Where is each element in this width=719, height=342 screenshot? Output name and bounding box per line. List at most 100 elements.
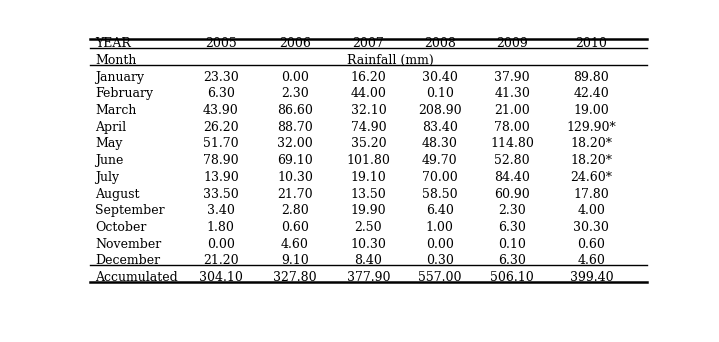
Text: 30.40: 30.40 <box>422 70 458 83</box>
Text: 2007: 2007 <box>352 37 385 50</box>
Text: 33.50: 33.50 <box>203 188 239 201</box>
Text: 2006: 2006 <box>279 37 311 50</box>
Text: 2.30: 2.30 <box>498 204 526 217</box>
Text: 506.10: 506.10 <box>490 271 534 284</box>
Text: 78.00: 78.00 <box>495 121 530 134</box>
Text: Accumulated: Accumulated <box>96 271 178 284</box>
Text: 58.50: 58.50 <box>422 188 457 201</box>
Text: 13.90: 13.90 <box>203 171 239 184</box>
Text: 26.20: 26.20 <box>203 121 239 134</box>
Text: 2.80: 2.80 <box>281 204 308 217</box>
Text: 4.60: 4.60 <box>281 238 309 251</box>
Text: 52.80: 52.80 <box>495 154 530 167</box>
Text: 32.10: 32.10 <box>351 104 386 117</box>
Text: 4.00: 4.00 <box>577 204 605 217</box>
Text: November: November <box>96 238 162 251</box>
Text: 3.40: 3.40 <box>207 204 235 217</box>
Text: May: May <box>96 137 123 150</box>
Text: 24.60*: 24.60* <box>570 171 613 184</box>
Text: 44.00: 44.00 <box>351 87 386 100</box>
Text: 1.80: 1.80 <box>207 221 235 234</box>
Text: 78.90: 78.90 <box>203 154 239 167</box>
Text: 9.10: 9.10 <box>281 254 308 267</box>
Text: 2010: 2010 <box>575 37 608 50</box>
Text: 16.20: 16.20 <box>351 70 386 83</box>
Text: 0.60: 0.60 <box>577 238 605 251</box>
Text: 0.00: 0.00 <box>281 70 309 83</box>
Text: 42.40: 42.40 <box>574 87 609 100</box>
Text: 399.40: 399.40 <box>569 271 613 284</box>
Text: 41.30: 41.30 <box>495 87 530 100</box>
Text: 89.80: 89.80 <box>574 70 609 83</box>
Text: 101.80: 101.80 <box>347 154 390 167</box>
Text: 21.00: 21.00 <box>495 104 530 117</box>
Text: 48.30: 48.30 <box>422 137 458 150</box>
Text: August: August <box>96 188 140 201</box>
Text: 19.10: 19.10 <box>351 171 386 184</box>
Text: 557.00: 557.00 <box>418 271 462 284</box>
Text: 60.90: 60.90 <box>495 188 530 201</box>
Text: 4.60: 4.60 <box>577 254 605 267</box>
Text: 74.90: 74.90 <box>351 121 386 134</box>
Text: 6.40: 6.40 <box>426 204 454 217</box>
Text: December: December <box>96 254 160 267</box>
Text: 6.30: 6.30 <box>498 254 526 267</box>
Text: 2009: 2009 <box>496 37 528 50</box>
Text: 18.20*: 18.20* <box>570 154 613 167</box>
Text: 0.30: 0.30 <box>426 254 454 267</box>
Text: 37.90: 37.90 <box>495 70 530 83</box>
Text: 2008: 2008 <box>424 37 456 50</box>
Text: September: September <box>96 204 165 217</box>
Text: 0.60: 0.60 <box>281 221 309 234</box>
Text: April: April <box>96 121 127 134</box>
Text: 13.50: 13.50 <box>351 188 386 201</box>
Text: 10.30: 10.30 <box>351 238 386 251</box>
Text: 8.40: 8.40 <box>354 254 383 267</box>
Text: 70.00: 70.00 <box>422 171 458 184</box>
Text: 32.00: 32.00 <box>277 137 313 150</box>
Text: January: January <box>96 70 145 83</box>
Text: 2005: 2005 <box>205 37 237 50</box>
Text: 21.20: 21.20 <box>203 254 239 267</box>
Text: March: March <box>96 104 137 117</box>
Text: 0.00: 0.00 <box>426 238 454 251</box>
Text: 88.70: 88.70 <box>277 121 313 134</box>
Text: 18.20*: 18.20* <box>570 137 613 150</box>
Text: 43.90: 43.90 <box>203 104 239 117</box>
Text: 84.40: 84.40 <box>495 171 530 184</box>
Text: 208.90: 208.90 <box>418 104 462 117</box>
Text: 30.30: 30.30 <box>574 221 609 234</box>
Text: YEAR: YEAR <box>96 37 132 50</box>
Text: 6.30: 6.30 <box>207 87 235 100</box>
Text: 327.80: 327.80 <box>273 271 317 284</box>
Text: 83.40: 83.40 <box>422 121 458 134</box>
Text: Rainfall (mm): Rainfall (mm) <box>347 54 434 67</box>
Text: 23.30: 23.30 <box>203 70 239 83</box>
Text: October: October <box>96 221 147 234</box>
Text: 377.90: 377.90 <box>347 271 390 284</box>
Text: 114.80: 114.80 <box>490 137 534 150</box>
Text: 6.30: 6.30 <box>498 221 526 234</box>
Text: 35.20: 35.20 <box>351 137 386 150</box>
Text: 2.50: 2.50 <box>354 221 383 234</box>
Text: 17.80: 17.80 <box>574 188 609 201</box>
Text: 2.30: 2.30 <box>281 87 308 100</box>
Text: 1.00: 1.00 <box>426 221 454 234</box>
Text: 0.10: 0.10 <box>498 238 526 251</box>
Text: 69.10: 69.10 <box>277 154 313 167</box>
Text: 0.10: 0.10 <box>426 87 454 100</box>
Text: 304.10: 304.10 <box>199 271 243 284</box>
Text: 21.70: 21.70 <box>277 188 313 201</box>
Text: February: February <box>96 87 154 100</box>
Text: 51.70: 51.70 <box>203 137 239 150</box>
Text: July: July <box>96 171 119 184</box>
Text: June: June <box>96 154 124 167</box>
Text: 86.60: 86.60 <box>277 104 313 117</box>
Text: 10.30: 10.30 <box>277 171 313 184</box>
Text: 49.70: 49.70 <box>422 154 457 167</box>
Text: 19.00: 19.00 <box>574 104 609 117</box>
Text: 19.90: 19.90 <box>351 204 386 217</box>
Text: 129.90*: 129.90* <box>567 121 616 134</box>
Text: Month: Month <box>96 54 137 67</box>
Text: 0.00: 0.00 <box>207 238 235 251</box>
